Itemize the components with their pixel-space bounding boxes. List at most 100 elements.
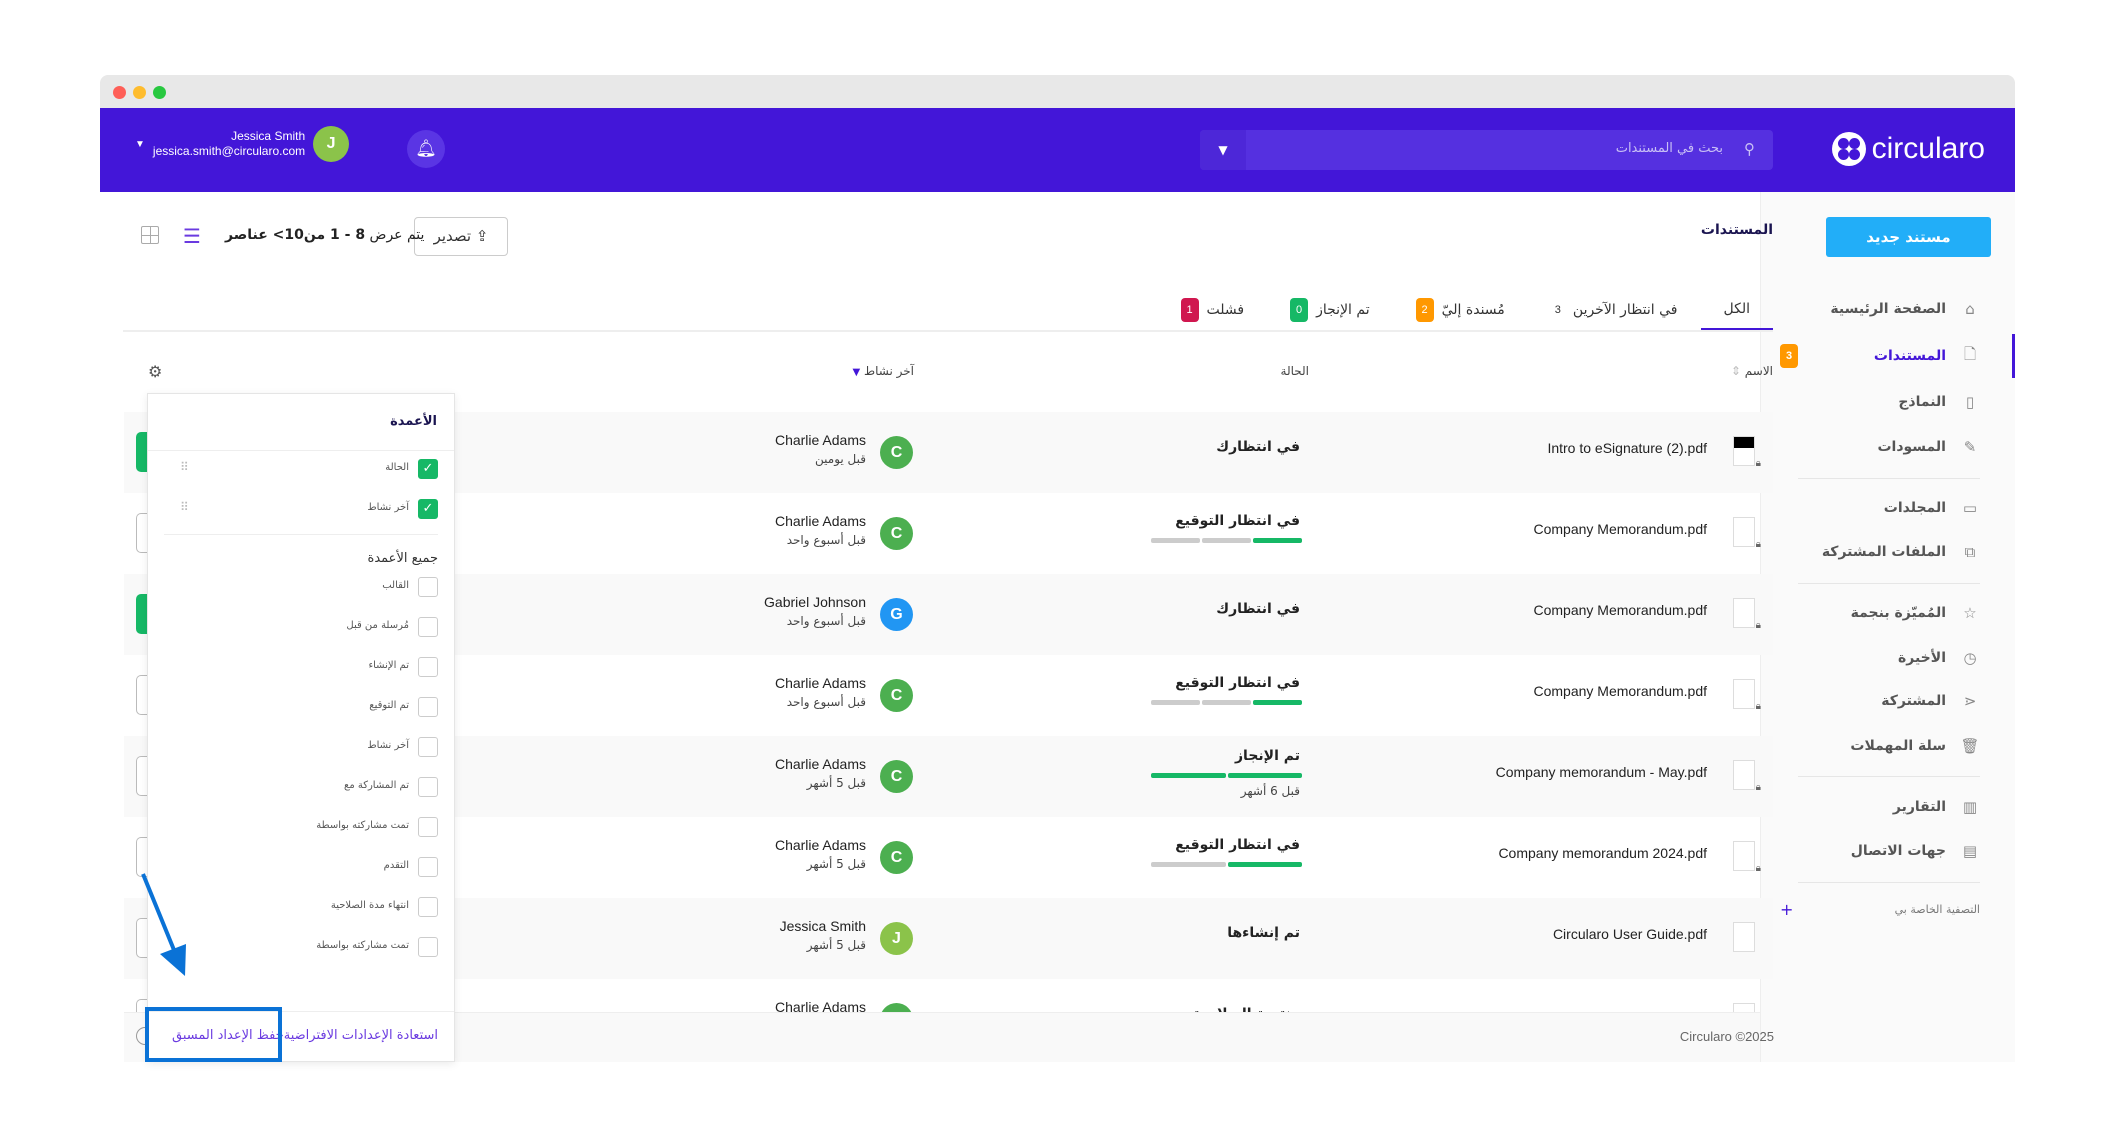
document-name[interactable]: Company Memorandum.pdf — [1533, 683, 1707, 699]
status-label: في انتظارك — [1216, 439, 1300, 455]
table-row[interactable]: 🔒︎ Company memorandum 2024.pdf في انتظار… — [124, 817, 1773, 898]
column-checkbox[interactable] — [418, 817, 438, 837]
column-option-label: القالب — [382, 580, 409, 591]
sidebar-item[interactable]: 🗋︎ المستندات 3 — [1780, 341, 1980, 371]
sidebar-item[interactable]: ▯ النماذج — [1780, 387, 1980, 417]
activity-user: Charlie Adams — [774, 756, 866, 772]
column-header-name[interactable]: الاسم ⇕ — [1731, 364, 1773, 378]
new-document-button[interactable]: مستند جديد — [1826, 217, 1991, 257]
add-filter-icon[interactable]: + — [1780, 899, 1794, 919]
avatar: C — [880, 517, 913, 550]
document-name[interactable]: Company Memorandum.pdf — [1533, 602, 1707, 618]
tab[interactable]: فشلت 1 — [1158, 290, 1268, 330]
logo-mark-icon — [1831, 132, 1866, 166]
lock-icon: 🔒︎ — [1755, 701, 1761, 712]
column-checkbox[interactable] — [418, 857, 438, 877]
restore-defaults-link[interactable]: استعادة الإعدادات الافتراضية — [283, 1028, 438, 1043]
grid-view-icon[interactable] — [141, 226, 159, 244]
column-option-label: آخر نشاط — [367, 502, 409, 513]
row-action-button[interactable] — [136, 432, 150, 472]
divider — [1798, 478, 1980, 479]
column-header-status[interactable]: الحالة — [1280, 364, 1309, 378]
column-header-activity[interactable]: آخر نشاط ▼ — [852, 364, 914, 378]
top-header: ▼ Jessica Smith jessica.smith@circularo.… — [100, 108, 2015, 192]
row-action-button[interactable] — [136, 918, 150, 958]
tab[interactable]: في انتظار الآخرين 3 — [1528, 290, 1701, 330]
table-row[interactable]: 🔒︎ Company Memorandum.pdf في انتظار التو… — [124, 493, 1773, 574]
table-row[interactable]: 🔒︎ Company Memorandum.pdf في انتظار التو… — [124, 655, 1773, 736]
sidebar-item[interactable]: ⋖ المشتركة — [1780, 686, 1980, 716]
sidebar-item[interactable]: ◷ الأخيرة — [1780, 643, 1980, 673]
tab-label: مُسندة إليّ — [1441, 302, 1505, 318]
activity-time: قبل أسبوع واحد — [786, 614, 866, 628]
document-thumbnail — [1733, 436, 1755, 466]
column-checkbox[interactable] — [418, 737, 438, 757]
column-checkbox[interactable]: ✓ — [418, 459, 438, 479]
notifications-bell-icon[interactable]: 🔔︎ — [407, 130, 445, 168]
save-preset-link[interactable]: حفظ الإعداد المسبق — [172, 1028, 284, 1043]
column-checkbox[interactable] — [418, 937, 438, 957]
sidebar-item[interactable]: ▭ المجلدات — [1780, 493, 1980, 523]
column-checkbox[interactable] — [418, 897, 438, 917]
column-checkbox[interactable]: ✓ — [418, 499, 438, 519]
document-thumbnail — [1733, 760, 1755, 790]
export-button[interactable]: ⇪ تصدير — [414, 217, 508, 256]
row-action-button[interactable] — [136, 756, 150, 796]
maximize-window-icon[interactable] — [153, 86, 166, 99]
row-action-button[interactable] — [136, 594, 150, 634]
column-settings-gear-icon[interactable]: ⚙ — [148, 362, 163, 381]
drag-handle-icon[interactable]: ⠿ — [180, 500, 189, 514]
avatar: C — [880, 841, 913, 874]
search-input[interactable]: ▼ بحث في المستندات ⚲ — [1200, 130, 1773, 170]
avatar: G — [880, 598, 913, 631]
status-time: قبل 6 أشهر — [1240, 784, 1300, 798]
column-checkbox[interactable] — [418, 617, 438, 637]
activity-time: قبل يومين — [815, 452, 866, 466]
document-icon: 🗋︎ — [1963, 344, 1977, 363]
trash-icon: 🗑︎ — [1960, 737, 1980, 755]
sidebar-item[interactable]: ⌂ الصفحة الرئيسية — [1780, 294, 1980, 324]
column-checkbox[interactable] — [418, 577, 438, 597]
status-label: منتهية الصلاحية — [1193, 1006, 1300, 1012]
document-name[interactable]: Company memorandum - May.pdf — [1495, 764, 1707, 780]
column-checkbox[interactable] — [418, 657, 438, 677]
user-name: Jessica Smith — [231, 129, 306, 143]
document-name[interactable]: Circularo User Guide.pdf — [1552, 926, 1707, 942]
my-filters[interactable]: التصفية الخاصة بي + — [1780, 894, 1980, 924]
sidebar: مستند جديد ⌂ الصفحة الرئيسية 🗋︎ المستندا… — [1760, 192, 2015, 1062]
sidebar-item[interactable]: ▥ التقارير — [1780, 792, 1980, 822]
document-thumbnail — [1733, 598, 1755, 628]
tab[interactable]: الكل — [1700, 290, 1773, 330]
sidebar-item[interactable]: ⧉ الملفات المشتركة — [1780, 537, 1980, 567]
tab-label: فشلت — [1206, 302, 1245, 318]
table-row[interactable]: منتهية الصلاحية C Charlie Adams — [124, 979, 1773, 1012]
tab[interactable]: تم الإنجاز 0 — [1267, 290, 1393, 330]
row-action-button[interactable] — [136, 513, 150, 553]
lock-icon: 🔒︎ — [1755, 620, 1761, 631]
column-checkbox[interactable] — [418, 697, 438, 717]
document-name[interactable]: Intro to eSignature (2).pdf — [1547, 440, 1707, 456]
tab[interactable]: مُسندة إليّ 2 — [1393, 290, 1528, 330]
list-view-icon[interactable]: ☰ — [183, 224, 201, 248]
sidebar-item[interactable]: ☆ المُميّزة بنجمة — [1780, 598, 1980, 628]
activity-user: Charlie Adams — [774, 432, 866, 448]
close-window-icon[interactable] — [113, 86, 126, 99]
document-name[interactable]: Company Memorandum.pdf — [1533, 521, 1707, 537]
activity-time: قبل 5 أشهر — [806, 776, 866, 790]
row-action-button[interactable] — [136, 675, 150, 715]
popup-title: الأعمدة — [390, 414, 437, 429]
column-option-label: الحالة — [385, 462, 409, 473]
export-label: تصدير — [433, 227, 472, 245]
tab-count-badge: 3 — [1554, 304, 1561, 316]
divider — [1798, 882, 1980, 883]
logo[interactable]: circularo — [1831, 132, 1985, 166]
sidebar-item[interactable]: ▤ جهات الاتصال — [1780, 836, 1980, 866]
user-menu[interactable]: ▼ Jessica Smith jessica.smith@circularo.… — [135, 126, 350, 162]
document-name[interactable]: Company memorandum 2024.pdf — [1498, 845, 1707, 861]
search-filter-dropdown[interactable]: ▼ — [1200, 130, 1246, 170]
minimize-window-icon[interactable] — [133, 86, 146, 99]
sidebar-item[interactable]: 🗑︎ سلة المهملات — [1780, 731, 1980, 761]
drag-handle-icon[interactable]: ⠿ — [180, 460, 189, 474]
sidebar-item[interactable]: ✎ المسودات — [1780, 432, 1980, 462]
column-checkbox[interactable] — [418, 777, 438, 797]
